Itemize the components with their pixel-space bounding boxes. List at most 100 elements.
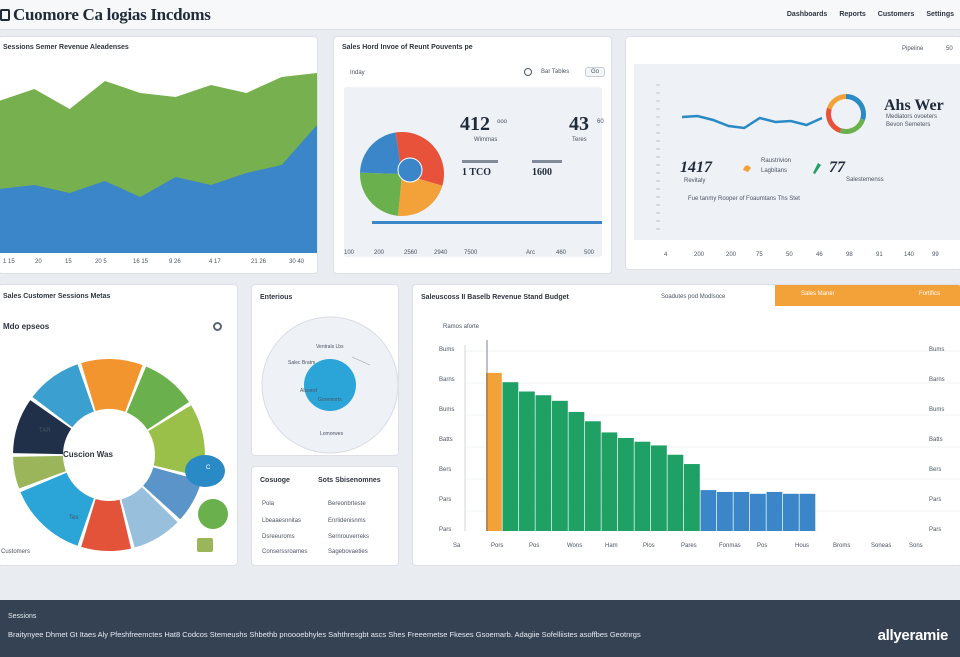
- bar: [568, 411, 585, 531]
- pie-kpi-panel: Sales Hord Invoe of Reunt Pouvents pe In…: [333, 36, 612, 274]
- donut-panel: Sales Customer Sessions Metas Mdo epseos…: [0, 284, 238, 566]
- bar-y-tick: Batts: [439, 437, 453, 443]
- bar: [733, 491, 750, 531]
- gauge-metric: Ahs Wer: [884, 97, 944, 114]
- table-cell: Lbeaaesnnitas: [262, 518, 302, 524]
- area-x-tick: 21 26: [251, 259, 267, 265]
- bar-y-tick: Bers: [439, 467, 451, 473]
- app-title: Cuomore Ca logias Incdoms: [0, 5, 211, 25]
- bar-x-tick: Pares: [681, 543, 697, 549]
- pie-x-tick: 460: [556, 250, 567, 256]
- table-cell: Enrlidenisnms: [328, 518, 366, 524]
- bar-x-tick: Hous: [795, 543, 809, 549]
- area-chart-panel: Sessions Semer Revenue Aleadenses 1 15 2…: [0, 36, 318, 274]
- bar: [651, 445, 667, 531]
- table-cell: Conserssroames: [262, 549, 308, 555]
- bar: [552, 400, 568, 531]
- donut-label-2: Tes: [69, 515, 79, 521]
- line-gauge-panel: Pipeline 50 Ahs Wer Mediators ovoeters B…: [625, 36, 960, 270]
- line-series: [681, 114, 823, 130]
- nav-item-reports[interactable]: Reports: [839, 11, 866, 18]
- filter-label: Inday: [350, 70, 365, 76]
- bar-x-tick: Ham: [605, 543, 618, 549]
- area-x-tick: 15: [65, 259, 72, 265]
- circle-label-1: Ventrals Lbs: [316, 344, 344, 350]
- line-x-tick: 99: [932, 252, 939, 258]
- bar-x-tick: Plos: [643, 543, 655, 549]
- pie-x-tick: 200: [374, 250, 385, 256]
- table-cell: Pola: [262, 501, 275, 507]
- table-cell: Dsreeuroms: [262, 534, 295, 540]
- filter-icon[interactable]: [524, 68, 532, 76]
- donut-label-1: TAR: [39, 428, 51, 434]
- pie-slice: [360, 172, 402, 216]
- table-col1-header: Cosuoge: [260, 477, 290, 484]
- trend-up-icon: [743, 165, 751, 172]
- donut-panel-title: Sales Customer Sessions Metas: [3, 293, 111, 300]
- top-nav: Dashboards Reports Customers Settings: [787, 11, 954, 18]
- bar-y-tick-right: Batts: [929, 437, 943, 443]
- filter-tag[interactable]: Go: [585, 67, 606, 77]
- bar-x-tick: Broms: [833, 543, 850, 549]
- kpi-a-label: Revitaly: [684, 178, 706, 184]
- table-panel: Cosuoge Sots Sbisenomnes Pola Bereonbrte…: [251, 466, 399, 566]
- settings-icon[interactable]: [213, 322, 222, 331]
- donut-slice: [32, 364, 94, 428]
- kpi2-sub: 1600: [532, 167, 552, 178]
- area-x-tick: 30 40: [289, 259, 305, 265]
- donut-slice: [81, 359, 143, 412]
- filter-button[interactable]: Bar Tables: [541, 69, 570, 75]
- pie-chart: [360, 132, 444, 217]
- line-x-tick: 98: [846, 252, 853, 258]
- bar: [750, 493, 766, 531]
- area-x-tick: 1 15: [3, 259, 15, 265]
- line-x-tick: 4: [664, 252, 668, 258]
- side-legend: Customers: [1, 549, 31, 555]
- pipeline-tab-value: 50: [946, 46, 953, 52]
- bar-y-tick-right: Bums: [929, 407, 944, 413]
- nav-item-customers[interactable]: Customers: [877, 11, 915, 18]
- line-x-tick: 200: [726, 252, 737, 258]
- footer-text: Braitynyee Dhmet Gt Itaes Aly Pfeshfreem…: [8, 630, 641, 639]
- pie-x-tick: 2940: [434, 250, 448, 256]
- line-inner-area: [634, 64, 960, 240]
- bar: [519, 391, 535, 531]
- circle-label-5: Lomorwes: [320, 431, 344, 437]
- circle-label-4: Goremorts: [318, 397, 342, 403]
- donut-subtitle: Mdo epseos: [3, 322, 50, 331]
- bar-x-tick: Sons: [909, 543, 923, 549]
- bar-y-tick: Barns: [439, 377, 455, 383]
- kpi2-label: Teres: [572, 137, 587, 143]
- pie-slice: [398, 174, 443, 217]
- donut-slice: [13, 400, 72, 455]
- area-chart-title: Sessions Semer Revenue Aleadenses: [3, 44, 129, 51]
- bar-y-tick: Bums: [439, 407, 454, 413]
- line-chart: [656, 84, 866, 230]
- bar: [618, 438, 634, 531]
- kpi-a-sub: Lagbitans: [761, 168, 788, 174]
- nav-item-settings[interactable]: Settings: [926, 11, 954, 18]
- bar: [601, 432, 618, 531]
- bar-y-tick: Bums: [439, 347, 454, 353]
- nav-item-dashboards[interactable]: Dashboards: [786, 11, 828, 18]
- kpi2-divider: [532, 160, 562, 163]
- bar-x-tick: Pos: [529, 543, 539, 549]
- donut-chart: [13, 359, 228, 552]
- bar: [667, 454, 684, 531]
- bar-y-tick-right: Pars: [929, 527, 941, 533]
- bar: [486, 372, 502, 531]
- pie-x-tick: 500: [584, 250, 595, 256]
- orange-header-left: Sales Maner: [801, 291, 835, 297]
- line-x-tick: 200: [694, 252, 705, 258]
- circle-chart: [261, 316, 398, 454]
- donut-slice: [143, 467, 202, 520]
- table-col2-header: Sots Sbisenomnes: [318, 477, 381, 484]
- side-green-bubble: [198, 499, 228, 529]
- pipeline-tab[interactable]: Pipeline: [902, 46, 924, 52]
- bar-x-tick: Wons: [567, 543, 582, 549]
- bar-y-tick-right: Pars: [929, 497, 941, 503]
- bar-right-header: Soadutes pod Modlsoce: [661, 294, 726, 300]
- circle-label-3: Alsoerd: [300, 388, 317, 394]
- bar: [799, 493, 816, 531]
- orange-header-right: Fortifics: [919, 291, 940, 297]
